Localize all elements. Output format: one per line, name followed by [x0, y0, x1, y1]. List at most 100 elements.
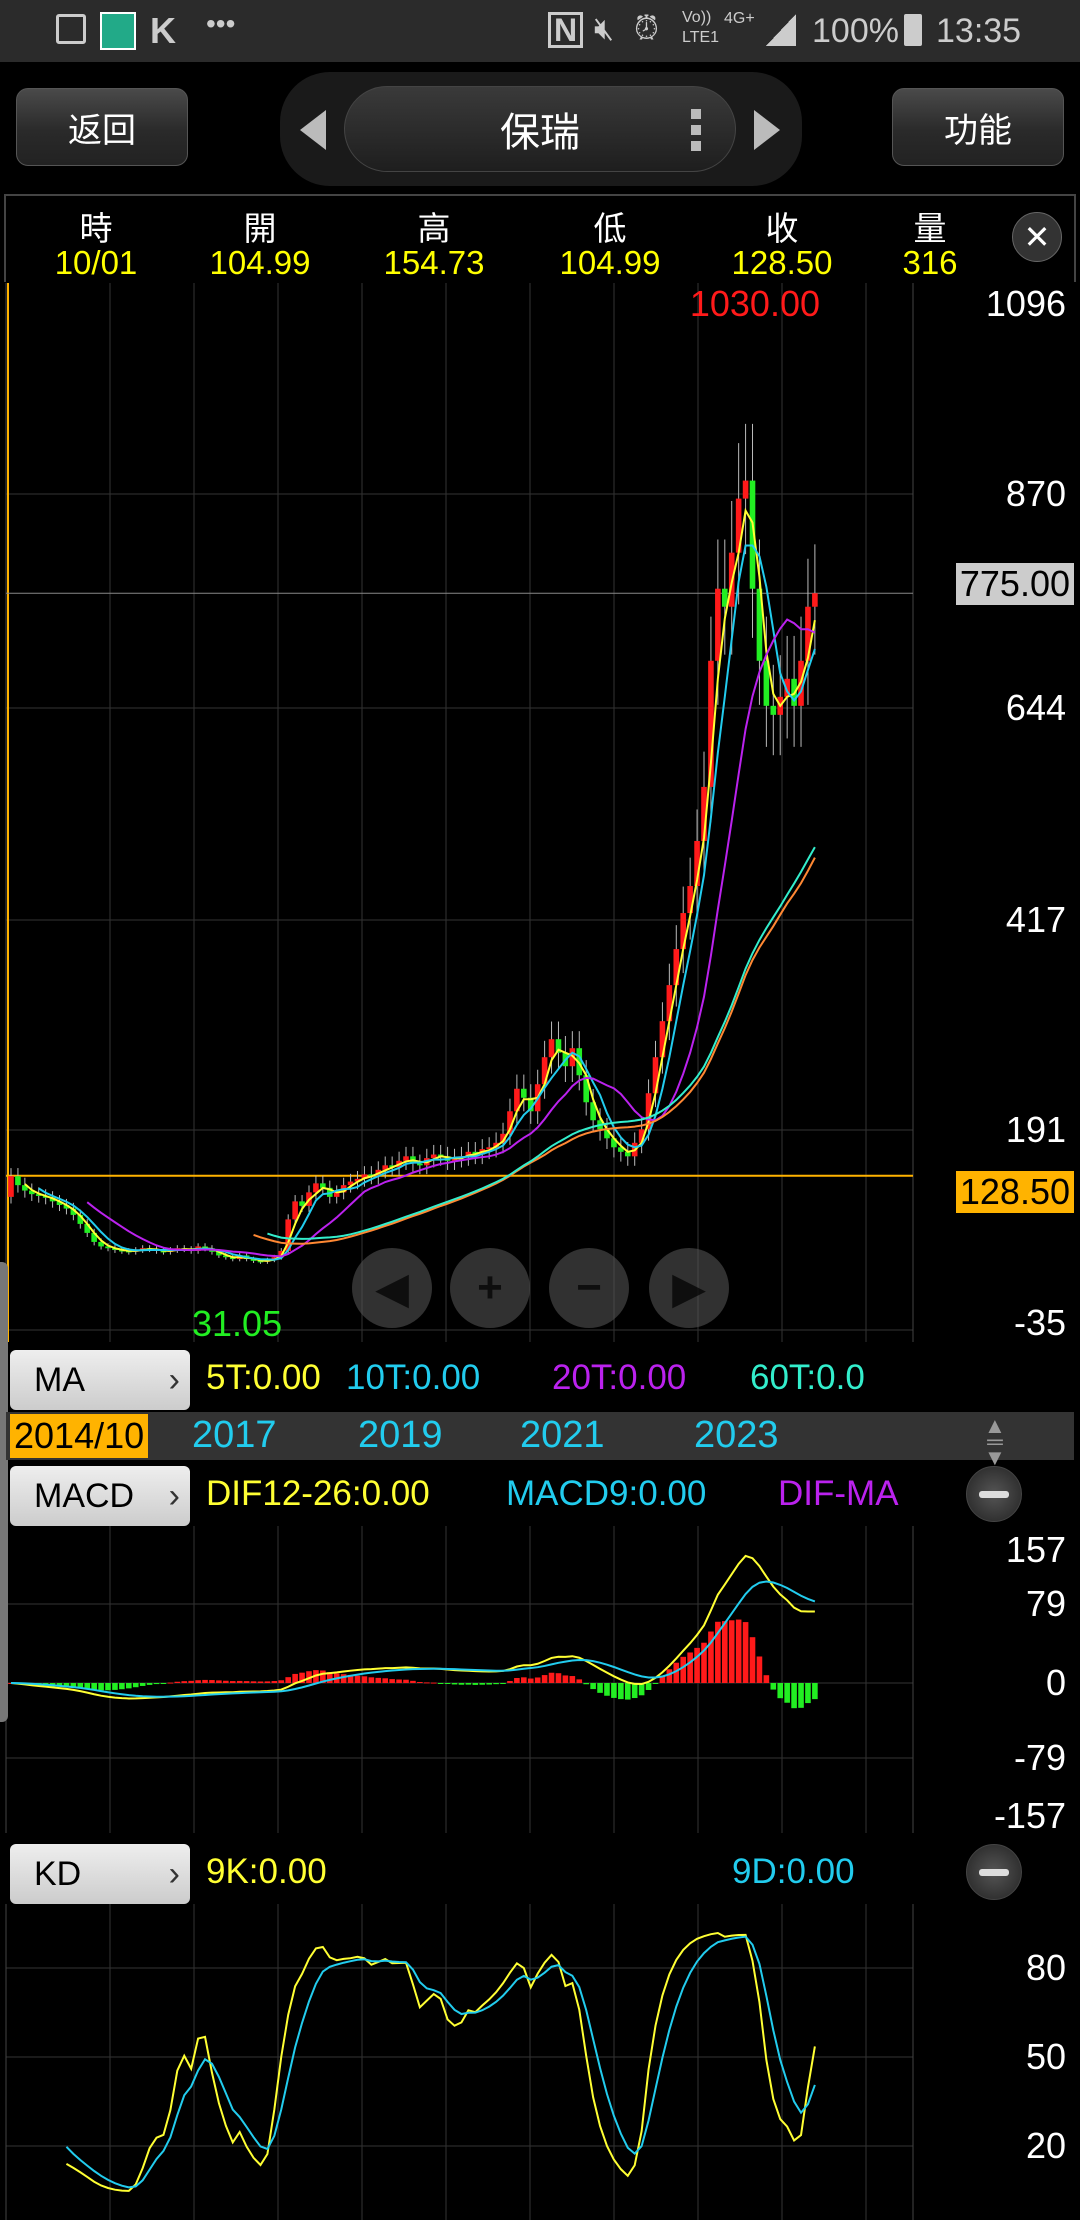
candle-body — [604, 1129, 610, 1139]
macd-histogram-bar — [624, 1683, 631, 1700]
candle-body — [119, 1250, 125, 1252]
candle-body — [590, 1102, 596, 1121]
candle-body — [500, 1133, 506, 1143]
year-label: 2021 — [520, 1414, 605, 1456]
macd-histogram-bar — [777, 1683, 784, 1699]
macd-histogram-bar — [77, 1683, 84, 1689]
candle-body — [555, 1039, 562, 1053]
lte-text: LTE1 — [682, 29, 720, 46]
macd-histogram-bar — [320, 1670, 326, 1683]
legend-item: 5T:0.00 — [206, 1358, 321, 1397]
macd-histogram-bar — [368, 1677, 375, 1683]
candle-body — [680, 913, 687, 950]
macd-histogram-bar — [139, 1683, 146, 1686]
zoom-in-button[interactable]: + — [450, 1248, 530, 1328]
next-stock-arrow-icon[interactable] — [754, 110, 780, 150]
macd-histogram-bar — [458, 1683, 465, 1685]
legend-item: DIF-MA — [778, 1474, 899, 1513]
macd-tick: 157 — [1005, 1529, 1066, 1570]
candle-body — [715, 588, 721, 661]
candle-body — [763, 660, 770, 706]
collapse-kd-button[interactable] — [966, 1844, 1022, 1900]
macd-histogram-bar — [264, 1681, 271, 1683]
macd-histogram-bar — [326, 1672, 333, 1683]
candle-body — [223, 1255, 229, 1258]
right-arrow-icon: ▶ — [672, 1263, 706, 1313]
candle-body — [49, 1197, 56, 1202]
macd-histogram-bar — [167, 1682, 174, 1684]
macd-histogram-bar — [444, 1683, 451, 1684]
macd-signal-line — [10, 1580, 816, 1698]
candle-body — [403, 1156, 409, 1161]
ohlc-label: 收 — [765, 210, 799, 247]
macd-histogram-bar — [479, 1683, 486, 1685]
ma-indicator-button[interactable]: MA › — [10, 1350, 190, 1410]
ohlc-label: 開 — [243, 210, 277, 247]
prev-stock-arrow-icon[interactable] — [300, 110, 326, 150]
stock-switcher: 保瑞 — [280, 72, 802, 186]
candle-body — [694, 840, 700, 887]
close-info-button[interactable]: ✕ — [1012, 212, 1062, 262]
candle-body — [417, 1163, 423, 1166]
macd-histogram-bar — [451, 1683, 458, 1685]
scroll-right-button[interactable]: ▶ — [649, 1248, 729, 1328]
macd-histogram-bar — [299, 1672, 305, 1683]
macd-histogram-bar — [229, 1681, 236, 1683]
macd-indicator-button[interactable]: MACD › — [10, 1466, 190, 1526]
k-notification-icon: K — [150, 10, 176, 51]
macd-histogram-bar — [798, 1683, 804, 1708]
macd-histogram-bar — [590, 1683, 596, 1690]
candle-body — [618, 1147, 624, 1152]
kd-tick: 80 — [1025, 1947, 1066, 1988]
candle-body — [687, 886, 693, 914]
kd-indicator-button[interactable]: KD › — [10, 1844, 190, 1904]
candle-body — [583, 1075, 589, 1103]
zoom-out-button[interactable]: − — [549, 1248, 629, 1328]
candle-body — [548, 1039, 555, 1058]
candle-body — [105, 1246, 111, 1249]
k-line — [65, 1931, 816, 2192]
legend-item: 9D:0.00 — [732, 1852, 855, 1891]
stock-name-button[interactable]: 保瑞 — [344, 86, 736, 172]
macd-histogram-bar — [257, 1681, 264, 1683]
macd-histogram-bar — [652, 1683, 659, 1684]
resize-handle-icon[interactable]: ▲ ═ ▼ — [984, 1413, 1006, 1470]
macd-histogram-bar — [715, 1621, 721, 1683]
macd-histogram-bar — [638, 1683, 645, 1696]
volte-icon: Vo)) LTE1 — [682, 8, 719, 48]
macd-histogram-bar — [285, 1677, 291, 1683]
macd-histogram-bar — [791, 1683, 797, 1709]
macd-histogram-bar — [742, 1622, 749, 1683]
macd-histogram-bar — [112, 1683, 118, 1690]
status-bar: K ••• N 🔇︎ ⏰︎ Vo)) LTE1 4G+ 100% 13:35 — [0, 0, 1080, 62]
toolbar: 返回 保瑞 功能 — [0, 62, 1080, 188]
selected-date: 2014/10 — [10, 1414, 149, 1458]
collapse-macd-button[interactable] — [966, 1466, 1022, 1522]
macd-histogram-bar — [153, 1683, 160, 1685]
macd-histogram-bar — [146, 1683, 153, 1685]
selected-price-label: 128.50 — [955, 1171, 1074, 1213]
candle-body — [368, 1174, 375, 1177]
back-button[interactable]: 返回 — [16, 88, 188, 166]
chart-canvas[interactable] — [0, 280, 1080, 2220]
macd-histogram-bar — [347, 1674, 354, 1683]
macd-histogram-bar — [583, 1683, 589, 1685]
dif-line — [10, 1554, 815, 1700]
macd-histogram-bar — [555, 1673, 562, 1683]
macd-histogram-bar — [659, 1676, 666, 1683]
ohlc-label: 量 — [913, 210, 947, 247]
gallery-icon — [56, 14, 86, 44]
candle-body — [28, 1190, 35, 1195]
macd-histogram-bar — [236, 1680, 243, 1683]
candle-body — [451, 1158, 458, 1161]
legend-item: 10T:0.00 — [346, 1358, 481, 1397]
scroll-left-button[interactable]: ◀ — [352, 1248, 432, 1328]
side-drawer-handle[interactable] — [0, 1262, 8, 1722]
max-price-label: 1030.00 — [689, 283, 820, 324]
time-axis-bar[interactable] — [6, 1412, 1074, 1460]
macd-histogram-bar — [631, 1683, 638, 1699]
network-type: 4G+ — [724, 10, 755, 27]
function-button[interactable]: 功能 — [892, 88, 1064, 166]
macd-histogram-bar — [812, 1683, 818, 1700]
candle-body — [708, 660, 714, 787]
